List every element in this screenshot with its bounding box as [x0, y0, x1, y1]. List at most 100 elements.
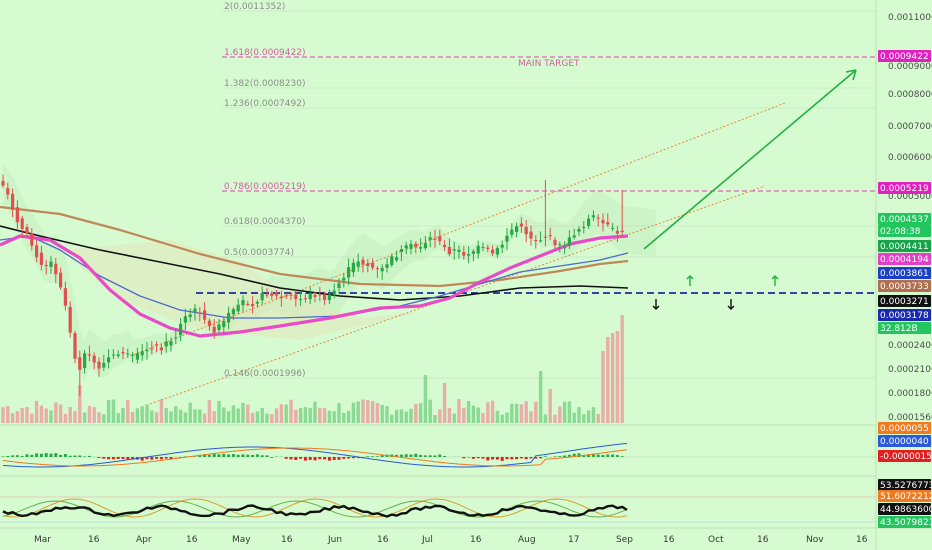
volume-bar	[558, 406, 562, 423]
macd-hist-bar	[20, 455, 24, 457]
price-tag	[878, 213, 931, 225]
macd-hist-bar	[342, 457, 346, 459]
volume-bar	[217, 400, 221, 423]
price-tag-text: 0.0003733	[880, 282, 929, 292]
price-tag-text: 0.0003271	[880, 297, 929, 307]
candle-body	[567, 237, 571, 246]
candle-body	[591, 215, 595, 218]
macd-hist-bar	[145, 457, 149, 460]
volume-bar	[433, 414, 437, 423]
candle-body	[231, 309, 235, 315]
candle-body	[164, 341, 168, 347]
candle-body	[611, 227, 615, 229]
macd-hist-bar	[25, 454, 29, 457]
candle-body	[438, 236, 442, 242]
candle-body	[25, 227, 29, 234]
volume-bar	[126, 399, 130, 423]
candle-body	[92, 355, 96, 363]
macd-hist-bar	[601, 455, 605, 457]
volume-bars	[1, 315, 624, 423]
macd-hist-bar	[615, 455, 619, 457]
candle-body	[236, 304, 240, 312]
price-tag	[878, 240, 931, 252]
candle-body	[150, 348, 154, 350]
candle-body	[68, 306, 72, 333]
volume-bar	[442, 383, 447, 423]
price-tag-text: 0.0004411	[880, 242, 929, 252]
volume-bar	[265, 413, 269, 423]
macd-hist-bar	[169, 457, 173, 459]
price-tag	[878, 267, 931, 279]
candle-body	[371, 263, 375, 268]
macd-hist-bar	[140, 457, 144, 461]
macd-hist-bar	[83, 456, 87, 457]
volume-bar	[255, 411, 260, 423]
macd-hist-bar	[323, 457, 327, 460]
candle-body	[145, 350, 149, 352]
volume-bar	[44, 408, 48, 423]
macd-hist-bar	[1, 456, 5, 457]
macd-hist-bar	[519, 457, 523, 459]
candle-body	[395, 257, 399, 261]
candle-body	[54, 263, 58, 275]
candle-body	[39, 252, 43, 265]
price-tick: 0.0005000	[888, 192, 932, 202]
fib-label: 1.618(0.0009422)	[224, 48, 305, 58]
candle-body	[548, 235, 552, 237]
volume-bar	[394, 409, 399, 423]
volume-bar	[332, 411, 336, 423]
candle-body	[553, 239, 557, 246]
macd-hist-bar	[510, 457, 514, 460]
volume-bar	[366, 400, 370, 423]
target-arrow-head	[845, 69, 857, 81]
macd-hist-bar	[284, 457, 288, 459]
macd-hist-bar	[59, 454, 63, 457]
candle-body	[543, 236, 547, 238]
ema-brown	[0, 205, 629, 288]
macd-hist-bar	[419, 454, 423, 457]
time-tick: 16	[186, 535, 198, 545]
price-tag-text: 0.0009422	[880, 52, 929, 62]
volume-bar	[414, 404, 418, 423]
volume-bar	[548, 389, 552, 423]
volume-bar	[577, 407, 581, 423]
time-tick: 16	[88, 535, 100, 545]
volume-bar	[289, 399, 293, 423]
price-tick: 0.0009000	[888, 62, 932, 72]
volume-bar	[466, 401, 471, 423]
macd-hist-bar	[395, 454, 399, 457]
price-axis: 0.0011000 0.0009000 0.0008000 0.0007000 0.00…	[888, 13, 932, 423]
volume-bar	[188, 402, 192, 423]
candle-body	[241, 300, 245, 306]
price-tag	[878, 490, 931, 502]
macd-hist-bar	[255, 454, 259, 457]
macd-hist-bar	[231, 454, 235, 457]
candle-body	[207, 320, 211, 327]
price-tag	[878, 253, 931, 265]
candle-body	[155, 344, 159, 346]
candle-body	[140, 351, 144, 356]
candle-body	[323, 294, 327, 300]
macd-hist-bar	[126, 457, 130, 460]
fib-label: 0.5(0.0003774)	[224, 248, 294, 258]
target-arrow	[643, 69, 857, 250]
volume-bar	[169, 411, 173, 423]
candle-body	[217, 324, 221, 330]
fib-levels: 2(0.0011352) 1.618(0.0009422) 1.382(0.0008…	[222, 2, 876, 379]
macd-hist-bar	[15, 455, 19, 457]
volume-bar	[591, 407, 596, 423]
arrow-head	[727, 305, 735, 310]
volume-bar	[380, 404, 384, 423]
price-tag-text: 0.0005219	[880, 184, 929, 194]
ema-pink	[0, 234, 629, 338]
macd-hist-bar	[63, 454, 67, 457]
candle-body	[169, 341, 173, 346]
volume-bar	[154, 412, 159, 423]
candle-body	[15, 207, 19, 223]
macd-hist-bar	[380, 455, 384, 457]
volume-bar	[529, 411, 533, 423]
price-tag-text: 0.0000055	[880, 424, 929, 434]
macd-hist-bar	[582, 455, 586, 457]
candle-body	[462, 252, 466, 256]
